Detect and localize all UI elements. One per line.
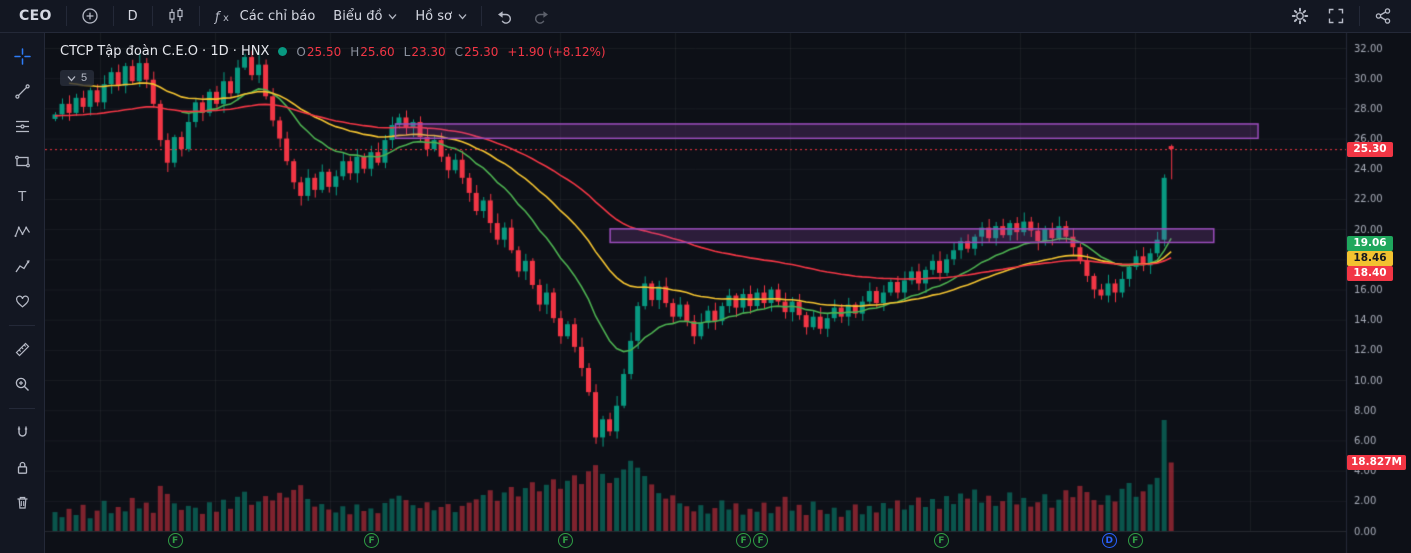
volume-value-tag: 18.827M <box>1347 454 1406 470</box>
event-marker-f[interactable]: F <box>557 533 573 548</box>
symbol-description[interactable]: CTCP Tập đoàn C.E.O · 1D · HNX <box>60 44 270 59</box>
gear-icon <box>1291 7 1309 25</box>
rectangle-shape-icon <box>14 155 30 168</box>
xabcd-pattern-icon <box>14 226 30 237</box>
tool-crosshair[interactable] <box>4 39 40 74</box>
redo-icon <box>535 11 548 24</box>
trash-icon <box>17 496 27 509</box>
toolbar-separator <box>481 6 482 26</box>
toolbar-separator <box>9 408 35 409</box>
tool-fib-retracement[interactable] <box>4 109 40 144</box>
tool-forecast[interactable] <box>4 249 40 284</box>
ma-mid-value-tag: 18.46 <box>1347 250 1393 266</box>
plus-circle-icon <box>81 8 98 24</box>
indicators-collapsed-chip[interactable]: 5 <box>60 70 95 86</box>
toolbar-separator <box>151 6 153 26</box>
forecast-icon <box>14 260 30 273</box>
event-marker-f[interactable]: F <box>167 533 183 548</box>
fullscreen-button[interactable] <box>1318 3 1354 29</box>
undo-button[interactable] <box>487 3 523 29</box>
profile-menu-button[interactable]: Hồ sơ <box>406 5 476 28</box>
price-chart-canvas[interactable] <box>45 33 1411 553</box>
ma-slow-value-tag: 18.40 <box>1347 265 1393 281</box>
tool-text[interactable]: T <box>4 179 40 214</box>
fib-retracement-icon <box>15 120 29 133</box>
svg-text:T: T <box>17 190 26 205</box>
event-marker-f[interactable]: F <box>1127 533 1143 548</box>
interval-label: D <box>127 8 138 24</box>
undo-icon <box>498 11 511 24</box>
event-marker-f[interactable]: F <box>753 533 769 548</box>
collapsed-indicator-count: 5 <box>81 72 88 84</box>
tool-remove-objects[interactable] <box>4 485 40 520</box>
zoom-in-icon <box>15 377 29 391</box>
toolbar-separator <box>198 6 200 26</box>
indicators-label: Các chỉ báo <box>239 8 316 24</box>
share-button[interactable] <box>1365 3 1401 29</box>
toolbar-separator <box>112 6 114 26</box>
tool-shapes[interactable] <box>4 144 40 179</box>
chart-style-button[interactable] <box>158 3 194 29</box>
toolbar-separator <box>65 6 67 26</box>
tool-emoji[interactable] <box>4 284 40 319</box>
chevron-down-icon <box>388 13 397 19</box>
toolbar-separator <box>1359 6 1360 26</box>
magnet-icon <box>17 426 27 437</box>
tool-trend-line[interactable] <box>4 74 40 109</box>
svg-text:ƒ: ƒ <box>214 10 222 24</box>
chart-menu-label: Biểu đồ <box>333 8 383 24</box>
settings-button[interactable] <box>1282 3 1318 29</box>
lock-icon <box>17 461 27 474</box>
toolbar-separator <box>9 325 35 326</box>
tool-magnet[interactable] <box>4 415 40 450</box>
svg-text:x: x <box>223 13 229 24</box>
indicators-button[interactable]: ƒ x Các chỉ báo <box>205 4 325 28</box>
ruler-icon <box>15 342 29 357</box>
event-marker-d[interactable]: D <box>1101 533 1117 548</box>
chart-menu-button[interactable]: Biểu đồ <box>324 5 406 28</box>
chevron-down-icon <box>67 75 76 81</box>
last-price-tag: 25.30 <box>1347 141 1393 157</box>
tool-zoom-in[interactable] <box>4 367 40 402</box>
heart-emoji-icon <box>15 295 29 308</box>
drawing-toolbar: T <box>0 33 45 553</box>
profile-menu-label: Hồ sơ <box>415 8 452 24</box>
symbol-search-button[interactable]: CEO <box>10 4 61 28</box>
fullscreen-icon <box>1328 8 1344 24</box>
event-marker-f[interactable]: F <box>736 533 752 548</box>
fx-indicator-icon: ƒ x <box>214 10 229 24</box>
event-marker-f[interactable]: F <box>364 533 380 548</box>
text-tool-icon: T <box>17 190 26 205</box>
tool-lock-all-drawings[interactable] <box>4 450 40 485</box>
candlestick-icon <box>169 8 183 23</box>
trend-line-icon <box>14 84 30 99</box>
share-icon <box>1375 8 1391 24</box>
compare-add-symbol-button[interactable] <box>72 3 108 29</box>
interval-button[interactable]: D <box>119 5 147 28</box>
crosshair-icon <box>13 48 31 65</box>
redo-button[interactable] <box>523 3 559 29</box>
ma-fast-value-tag: 19.06 <box>1347 235 1393 251</box>
top-toolbar: CEO D <box>0 0 1411 33</box>
chevron-down-icon <box>458 13 467 19</box>
tool-ruler[interactable] <box>4 332 40 367</box>
symbol-label: CEO <box>19 8 52 24</box>
tool-xabcd-pattern[interactable] <box>4 214 40 249</box>
event-marker-f[interactable]: F <box>933 533 949 548</box>
